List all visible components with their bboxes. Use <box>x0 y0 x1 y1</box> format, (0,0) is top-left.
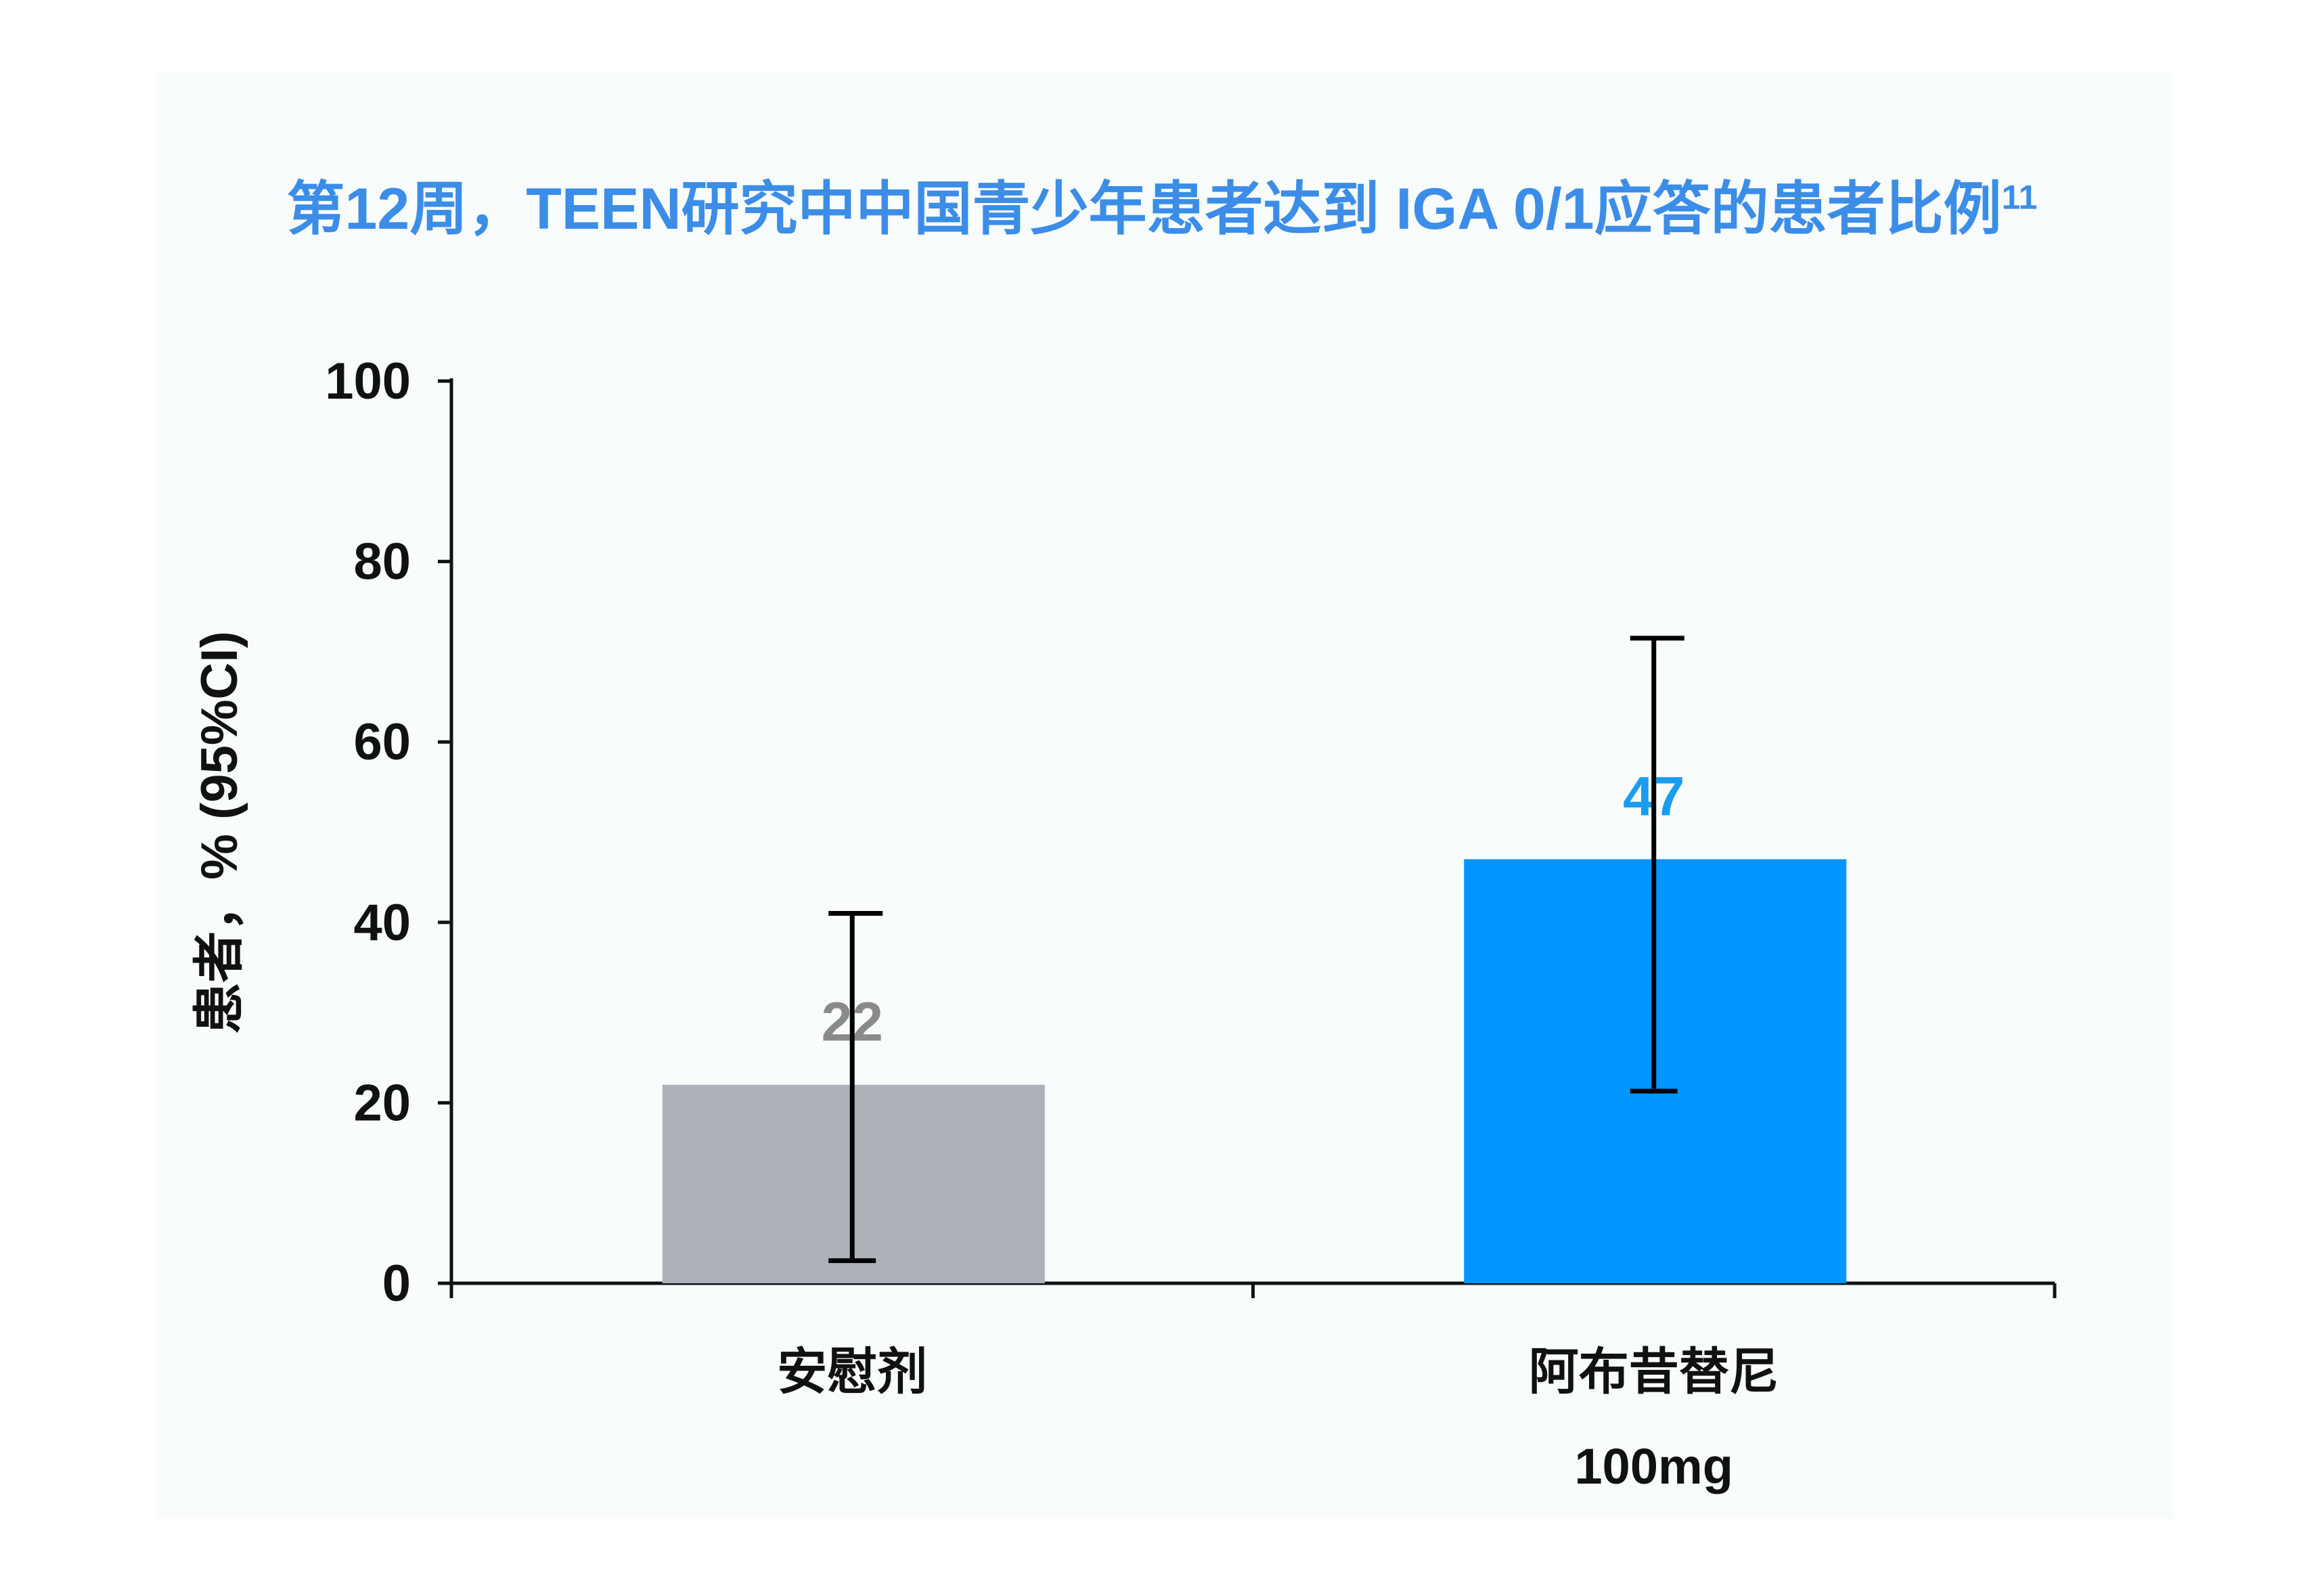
y-tick-label: 0 <box>382 1255 411 1312</box>
chart-title: 第12周，TEEN研究中中国青少年患者达到 IGA 0/1应答的患者比例11 <box>0 161 2324 246</box>
x-category-label: 阿布昔替尼 <box>1529 1343 1779 1400</box>
y-tick-label: 60 <box>353 713 411 771</box>
y-axis-label: 患者，% (95%CI) <box>191 631 248 1034</box>
y-tick-label: 20 <box>353 1074 411 1132</box>
x-category-label: 安慰剂 <box>777 1343 927 1400</box>
x-category-label: 100mg <box>1575 1438 1733 1494</box>
y-tick-label: 80 <box>353 533 411 591</box>
chart-title-footnote: 11 <box>2001 178 2038 217</box>
y-tick-label: 40 <box>353 894 411 952</box>
y-tick-label: 100 <box>325 353 411 410</box>
chart-title-text: 第12周，TEEN研究中中国青少年患者达到 IGA 0/1应答的患者比例 <box>286 177 2002 242</box>
